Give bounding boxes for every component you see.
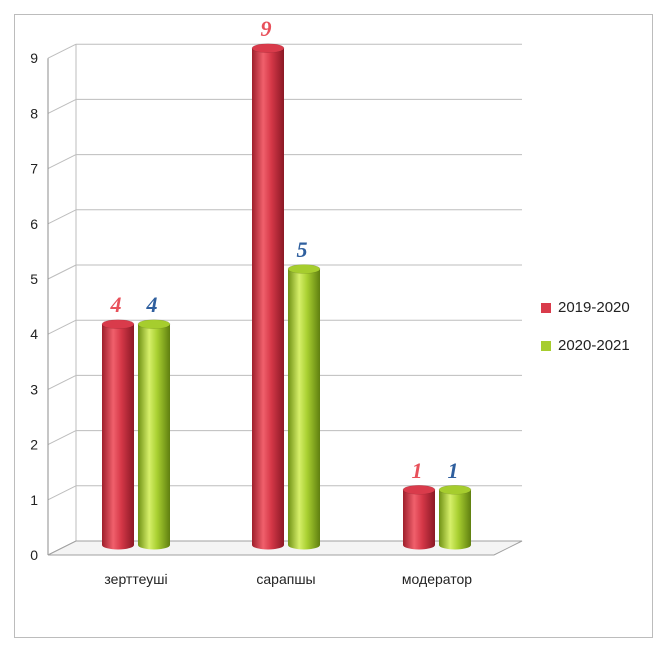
y-tick-label: 9 (30, 50, 38, 66)
data-label: 5 (297, 237, 308, 262)
x-category-label: модератор (402, 571, 472, 587)
bar-top-cap (438, 484, 472, 495)
y-tick-label: 8 (30, 105, 38, 121)
y-tick-label: 4 (30, 326, 38, 342)
gridline-diagonal (47, 374, 77, 390)
gridline-diagonal (47, 264, 77, 280)
data-label: 4 (146, 292, 158, 317)
data-label: 1 (448, 458, 459, 483)
bar-cylinder (252, 48, 284, 550)
gridline-diagonal (47, 209, 77, 225)
legend-label: 2020-2021 (558, 337, 630, 354)
gridline-diagonal (47, 430, 77, 446)
bar-cylinder (288, 269, 320, 550)
legend-label: 2019-2020 (558, 299, 630, 316)
gridline-diagonal (47, 154, 77, 170)
data-label: 4 (110, 292, 122, 317)
bar-top-cap (101, 319, 135, 330)
gridline-diagonal (47, 98, 77, 114)
bar-top-cap (137, 319, 171, 330)
bar-top-cap (402, 484, 436, 495)
gridline-diagonal (47, 319, 77, 335)
y-tick-label: 2 (30, 437, 38, 453)
legend-swatch (541, 341, 551, 351)
x-category-label: сарапшы (256, 571, 315, 587)
gridline-diagonal (47, 43, 77, 59)
y-tick-label: 6 (30, 216, 38, 232)
y-tick-label: 1 (30, 492, 38, 508)
bar-cylinder (102, 324, 134, 550)
data-label: 1 (412, 458, 423, 483)
x-category-label: зерттеуші (104, 571, 167, 587)
y-tick-label: 7 (30, 161, 38, 177)
legend-swatch (541, 303, 551, 313)
gridline-diagonal (47, 485, 77, 501)
bar-cylinder (439, 489, 471, 550)
legend: 2019-2020 2020-2021 (541, 299, 630, 354)
bars-layer (101, 43, 472, 550)
bar-top-cap (287, 264, 321, 274)
data-label: 9 (261, 16, 272, 41)
bar-top-cap (251, 43, 285, 54)
y-tick-label: 5 (30, 271, 38, 287)
bar-cylinder (403, 489, 435, 550)
bar-cylinder (138, 324, 170, 550)
labels-layer: 4 4 9 5 1 1 (110, 16, 459, 483)
y-tick-label: 3 (30, 381, 38, 397)
y-tick-label: 0 (30, 547, 38, 563)
